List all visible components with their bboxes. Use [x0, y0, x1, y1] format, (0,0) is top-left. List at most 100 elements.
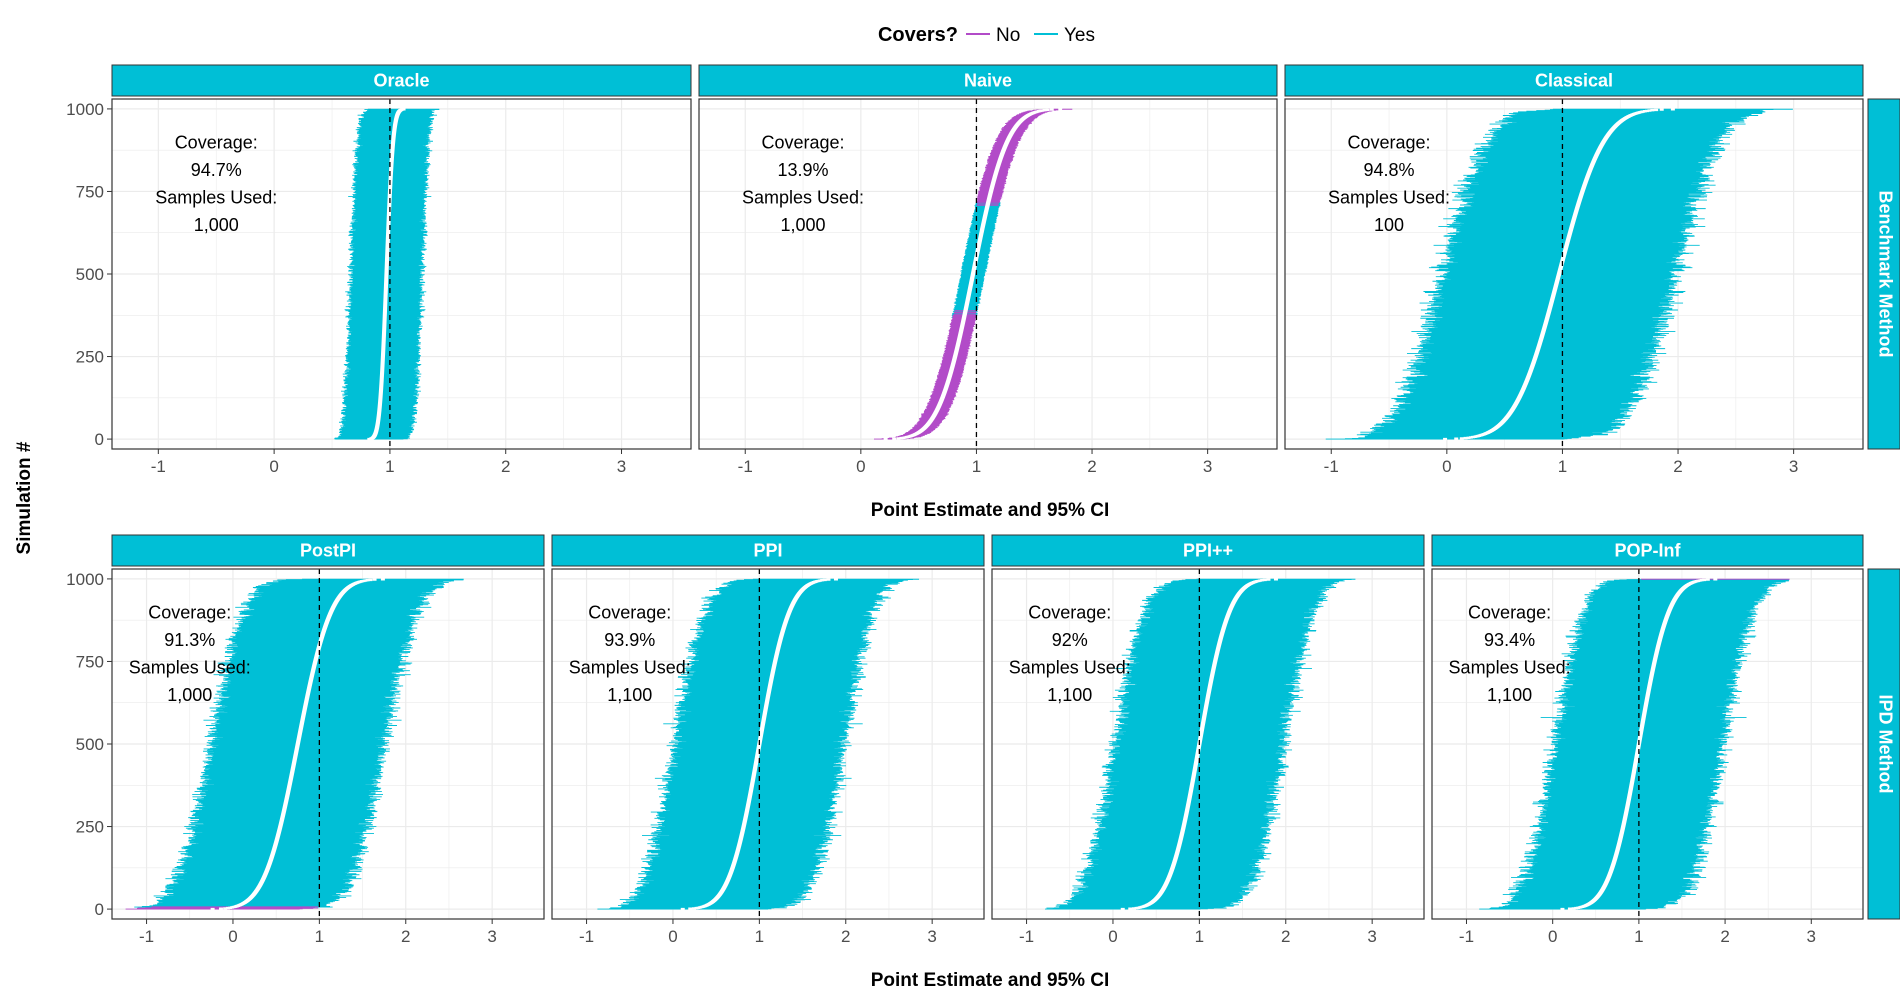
x-tick-label-oracle-0: -1: [151, 457, 166, 476]
samples-value-classical: 100: [1374, 215, 1404, 235]
x-tick-label-postpi-0: -1: [139, 927, 154, 946]
strip-label-ppi: PPI: [753, 541, 782, 561]
x-axis-title-top: Point Estimate and 95% CI: [871, 500, 1110, 521]
x-tick-label-naive-4: 3: [1203, 457, 1212, 476]
x-tick-label-oracle-4: 3: [617, 457, 626, 476]
samples-label-classical: Samples Used:: [1328, 188, 1450, 208]
samples-label-ppi: Samples Used:: [569, 658, 691, 678]
x-tick-label-naive-3: 2: [1087, 457, 1096, 476]
y-tick-label-oracle-2: 500: [76, 265, 104, 284]
y-tick-label-oracle-0: 0: [95, 430, 104, 449]
coverage-value-postpi: 91.3%: [164, 630, 215, 650]
x-tick-label-ppi-1: 0: [1108, 927, 1117, 946]
samples-label-ppi: Samples Used:: [1009, 658, 1131, 678]
panel-naive: Naive Coverage: 13.9% Samples Used: 1,000 -1 0…: [698, 64, 1278, 476]
strip-ppi: [551, 534, 985, 567]
coverage-value-oracle: 94.7%: [191, 160, 242, 180]
x-tick-label-pop-inf-2: 1: [1634, 927, 1643, 946]
coverage-label-classical: Coverage:: [1348, 133, 1431, 153]
strip-label-pop-inf: POP-Inf: [1615, 541, 1682, 561]
row-label-benchmark: Benchmark Method: [1875, 190, 1895, 357]
y-tick-label-postpi-1: 250: [76, 818, 104, 837]
coverage-value-ppi: 92%: [1052, 630, 1088, 650]
x-tick-label-postpi-3: 2: [401, 927, 410, 946]
y-tick-label-postpi-0: 0: [95, 900, 104, 919]
legend-label-yes: Yes: [1064, 25, 1095, 46]
point-estimates-pop-inf: [1560, 578, 1718, 911]
panel-pop-inf: POP-Inf Coverage: 93.4% Samples Used: 1,100 -…: [1431, 534, 1864, 946]
x-tick-label-pop-inf-1: 0: [1548, 927, 1557, 946]
coverage-value-classical: 94.8%: [1364, 160, 1415, 180]
point-estimates-ppi: [680, 578, 838, 911]
samples-label-naive: Samples Used:: [742, 188, 864, 208]
legend-title: Covers?: [878, 24, 958, 46]
grid-postpi: [112, 569, 544, 919]
x-tick-label-pop-inf-0: -1: [1459, 927, 1474, 946]
grid-naive: [699, 99, 1277, 449]
legend-label-no: No: [996, 25, 1020, 46]
y-tick-label-postpi-4: 1000: [66, 570, 104, 589]
x-tick-label-classical-4: 3: [1789, 457, 1798, 476]
row-label-ipd: IPD Method: [1875, 695, 1895, 794]
panel-ppi: PPI Coverage: 93.9% Samples Used: 1,100 -1 0 1 2…: [551, 534, 985, 946]
samples-value-oracle: 1,000: [194, 215, 239, 235]
coverage-label-oracle: Coverage:: [175, 133, 258, 153]
x-tick-label-ppi-2: 1: [1195, 927, 1204, 946]
samples-label-oracle: Samples Used:: [155, 188, 277, 208]
x-tick-label-ppi-0: -1: [579, 927, 594, 946]
strip-ppi: [991, 534, 1425, 567]
panel-classical: Classical Coverage: 94.8% Samples Used: 100 -…: [1284, 64, 1864, 476]
panel-ppi: PPI++ Coverage: 92% Samples Used: 1,100 -1 0 1 2…: [991, 534, 1425, 946]
coverage-label-naive: Coverage:: [762, 133, 845, 153]
y-axis-title: Simulation #: [14, 441, 35, 554]
x-axis-title-bottom: Point Estimate and 95% CI: [871, 970, 1110, 991]
samples-value-pop-inf: 1,100: [1487, 685, 1532, 705]
point-estimates-ppi: [1120, 578, 1278, 911]
panel-border-classical: [1284, 98, 1864, 450]
coverage-value-naive: 13.9%: [778, 160, 829, 180]
y-tick-label-oracle-1: 250: [76, 348, 104, 367]
x-tick-label-ppi-0: -1: [1019, 927, 1034, 946]
point-estimates-postpi: [210, 578, 385, 911]
strip-label-oracle: Oracle: [373, 71, 429, 91]
x-tick-label-classical-3: 2: [1673, 457, 1682, 476]
x-tick-label-classical-2: 1: [1558, 457, 1567, 476]
strip-pop-inf: [1431, 534, 1864, 567]
samples-value-naive: 1,000: [781, 215, 826, 235]
samples-label-pop-inf: Samples Used:: [1449, 658, 1571, 678]
samples-value-ppi: 1,100: [1047, 685, 1092, 705]
y-tick-label-oracle-4: 1000: [66, 100, 104, 119]
x-tick-label-ppi-3: 2: [1281, 927, 1290, 946]
strip-label-naive: Naive: [964, 71, 1012, 91]
panel-oracle: Oracle Coverage: 94.7% Samples Used: 1,000 -1…: [66, 64, 692, 476]
x-tick-label-ppi-1: 0: [668, 927, 677, 946]
strip-oracle: [111, 64, 692, 97]
strip-label-ppi: PPI++: [1183, 541, 1233, 561]
strip-postpi: [111, 534, 545, 567]
panel-border-pop-inf: [1431, 568, 1864, 920]
row-strip-benchmark: Benchmark Method: [1867, 98, 1900, 450]
x-tick-label-oracle-1: 0: [269, 457, 278, 476]
x-tick-label-oracle-3: 2: [501, 457, 510, 476]
coverage-label-postpi: Coverage:: [148, 603, 231, 623]
panel-postpi: PostPI Coverage: 91.3% Samples Used: 1,000 -1…: [66, 534, 545, 946]
strip-classical: [1284, 64, 1864, 97]
samples-value-ppi: 1,100: [607, 685, 652, 705]
panel-border-naive: [698, 98, 1278, 450]
strip-naive: [698, 64, 1278, 97]
x-tick-label-oracle-2: 1: [385, 457, 394, 476]
x-tick-label-pop-inf-4: 3: [1807, 927, 1816, 946]
x-tick-label-ppi-4: 3: [1367, 927, 1376, 946]
x-tick-label-naive-1: 0: [856, 457, 865, 476]
x-tick-label-ppi-2: 1: [755, 927, 764, 946]
y-tick-label-postpi-3: 750: [76, 652, 104, 671]
x-tick-label-naive-0: -1: [738, 457, 753, 476]
coverage-label-pop-inf: Coverage:: [1468, 603, 1551, 623]
x-tick-label-classical-1: 0: [1442, 457, 1451, 476]
y-tick-label-postpi-2: 500: [76, 735, 104, 754]
row-strip-ipd: IPD Method: [1867, 568, 1900, 920]
x-tick-label-pop-inf-3: 2: [1720, 927, 1729, 946]
coverage-value-ppi: 93.9%: [604, 630, 655, 650]
y-tick-label-oracle-3: 750: [76, 182, 104, 201]
